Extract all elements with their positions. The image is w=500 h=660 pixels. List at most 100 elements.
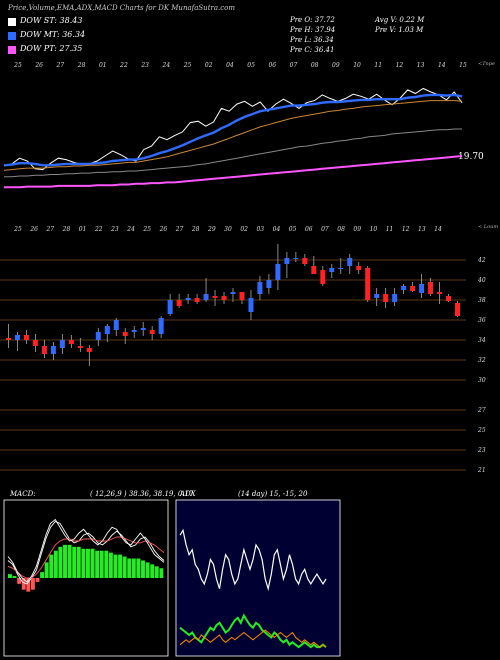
candle-body (419, 284, 425, 293)
macd-hist-bar (154, 566, 159, 578)
price-corner-label: < Loum (478, 224, 499, 230)
candle-body (428, 282, 434, 294)
macd-hist-bar (21, 578, 26, 590)
ohlc-high: Pre H: 37.94 (290, 26, 336, 34)
ema-date-label: 04 (226, 62, 234, 69)
price-date-label: 26 (29, 226, 38, 233)
macd-hist-bar (67, 544, 72, 578)
candle-body (383, 294, 389, 302)
price-date-label: 30 (224, 226, 232, 233)
price-date-label: 06 (305, 226, 313, 233)
candle-body (41, 346, 47, 354)
price-date-label: 04 (273, 226, 281, 233)
price-date-label: 26 (159, 226, 168, 233)
candle-body (311, 266, 317, 274)
price-date-label: 27 (45, 226, 54, 233)
macd-hist-bar (127, 558, 132, 578)
price-date-label: 24 (126, 226, 135, 233)
legend-pt-label: DOW PT: 27.35 (20, 44, 83, 53)
ema-date-label: 24 (162, 62, 171, 69)
candle-body (275, 264, 281, 280)
price-date-label: 09 (353, 226, 361, 233)
candle-body (158, 318, 164, 334)
macd-hist-bar (81, 548, 86, 578)
candle-body (176, 300, 182, 306)
price-date-label: 02 (240, 226, 248, 233)
ema-date-label: 01 (99, 62, 107, 69)
price-date-label: 08 (337, 226, 345, 233)
candle-body (212, 296, 218, 298)
candle-body (221, 296, 227, 300)
macd-hist-bar (44, 562, 49, 578)
candle-body (77, 346, 83, 348)
candle-body (113, 320, 119, 330)
candle-body (266, 280, 272, 288)
macd-hist-bar (35, 578, 40, 582)
legend-mt-label: DOW MT: 36.34 (20, 30, 86, 39)
legend-swatch-pt (8, 46, 16, 54)
adx-frame (175, 499, 341, 657)
candle-body (257, 282, 263, 294)
price-date-label: 28 (62, 226, 71, 233)
adx-line-adx (179, 528, 327, 592)
volume-pre: Pre V: 1.03 M (375, 26, 424, 34)
candle-body (194, 298, 200, 302)
price-date-label: 13 (418, 226, 426, 233)
price-date-label: 29 (207, 226, 216, 233)
candle-body (5, 338, 11, 340)
adx-label: ADX (180, 490, 196, 498)
ema-date-label: 28 (77, 62, 86, 69)
macd-hist-bar (95, 550, 100, 578)
candle-body (248, 298, 254, 312)
ema-date-label: 02 (205, 62, 213, 69)
price-date-label: 28 (191, 226, 200, 233)
candle-body (410, 286, 416, 291)
price-date-label: 25 (13, 226, 22, 233)
candle-body (167, 300, 173, 314)
ohlc-open: Pre O: 37.72 (290, 16, 335, 24)
candle-body (365, 268, 371, 300)
candle-body (140, 328, 146, 330)
price-date-label: 03 (256, 226, 264, 233)
macd-hist-bar (30, 578, 35, 590)
candle-body (392, 294, 398, 302)
candle-body (149, 330, 155, 334)
ema-date-label: 09 (332, 62, 340, 69)
macd-hist-bar (113, 554, 118, 578)
macd-hist-bar (145, 562, 150, 578)
price-tick-label: 21 (477, 467, 486, 474)
macd-hist-bar (58, 546, 63, 578)
price-tick-label: 36 (478, 317, 486, 324)
ema-date-label: 25 (13, 62, 22, 69)
candle-body (356, 266, 362, 270)
candle-body (329, 268, 335, 272)
candle-body (50, 346, 56, 354)
chart-title: Price,Volume,EMA,ADX,MACD Charts for DK … (8, 4, 236, 12)
candle-body (122, 332, 128, 336)
candle-body (104, 326, 110, 334)
candle-body (320, 270, 326, 284)
ema-date-label: 14 (438, 62, 446, 69)
macd-hist-bar (63, 544, 67, 578)
macd-hist-bar (12, 576, 17, 578)
price-tick-label: 32 (478, 357, 486, 364)
ema-date-label: 27 (56, 62, 65, 69)
adx-line-di-minus (179, 629, 327, 648)
candle-body (437, 292, 443, 294)
price-tick-label: 40 (477, 277, 486, 284)
macd-frame (3, 499, 169, 657)
candle-body (446, 296, 452, 301)
macd-hist-bar (141, 560, 145, 578)
ema-date-label: 15 (459, 62, 467, 69)
ema-value-label: 19.70 (458, 152, 484, 162)
price-tick-label: 25 (477, 427, 486, 434)
legend-swatch-st (8, 18, 16, 26)
macd-hist-bar (118, 554, 123, 578)
macd-line-macd-b (7, 518, 165, 583)
macd-hist-bar (26, 578, 31, 592)
macd-hist-bar (104, 550, 109, 578)
ohlc-close: Pre C: 36.41 (290, 46, 335, 54)
ema-date-label: 05 (247, 62, 255, 69)
candle-body (203, 294, 209, 300)
